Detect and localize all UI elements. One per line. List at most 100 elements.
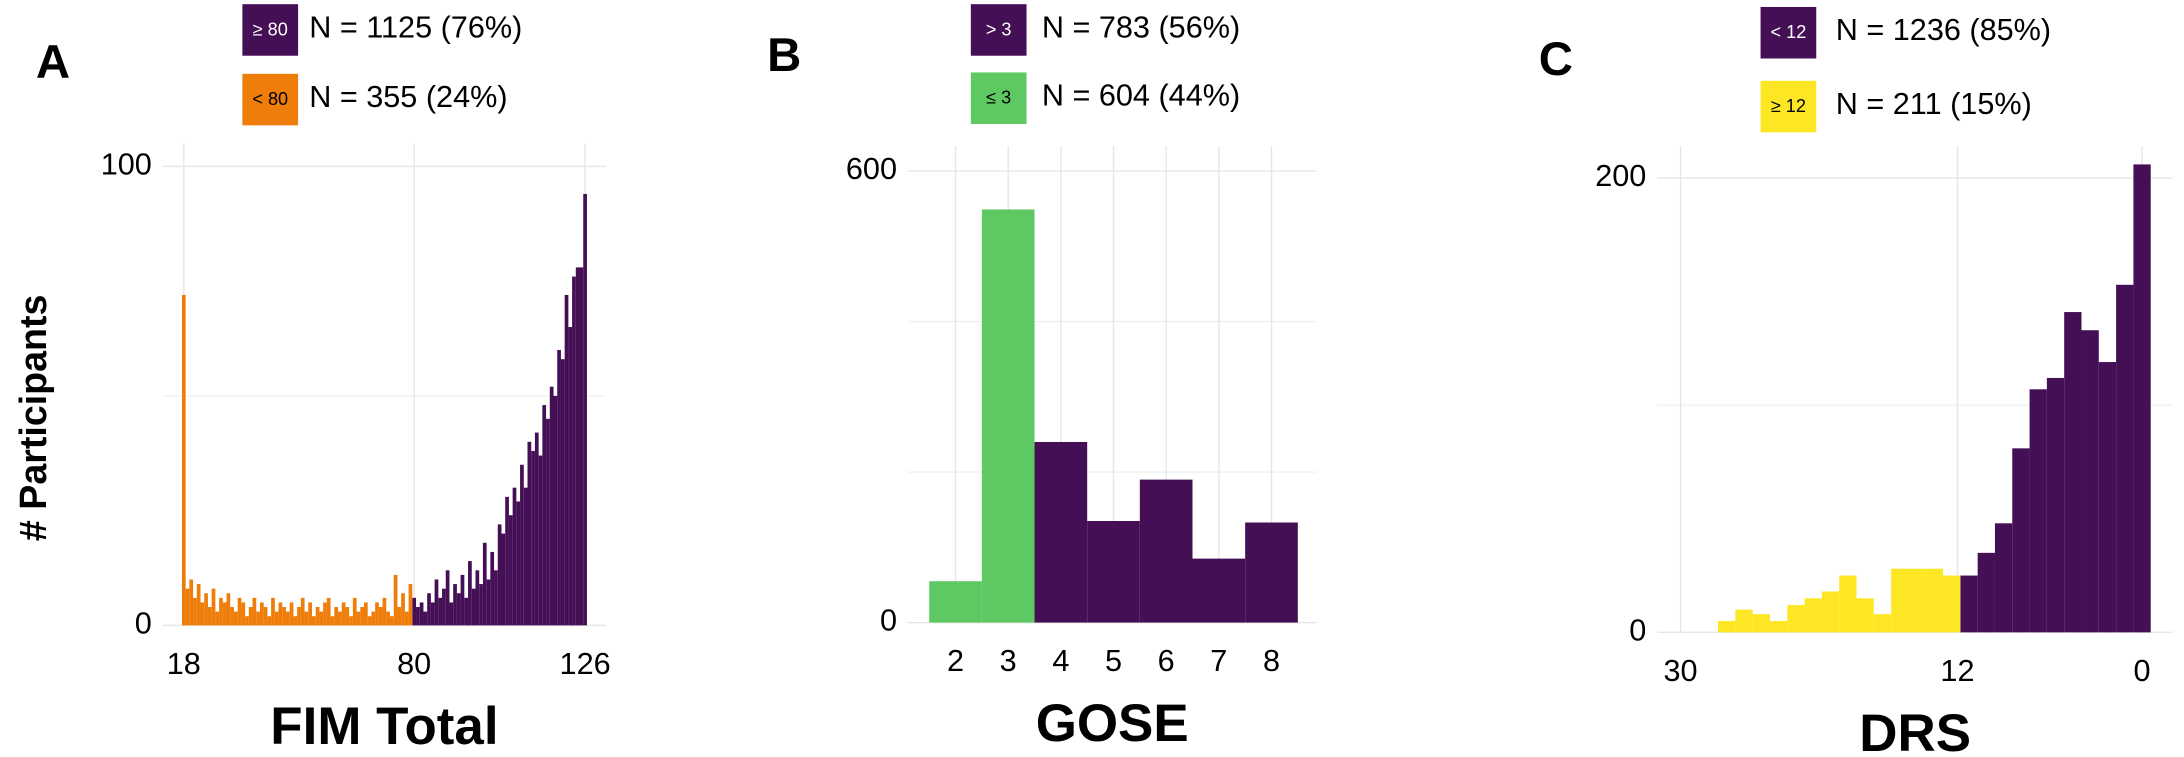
bar: [981, 209, 1035, 623]
bar: [2116, 284, 2134, 633]
bar: [516, 501, 521, 626]
bar: [1943, 575, 1961, 633]
bar: [337, 611, 342, 626]
bar: [311, 616, 316, 626]
bar: [512, 487, 517, 626]
x-tick-label: 126: [560, 647, 611, 681]
y-tick-label: 0: [135, 606, 152, 640]
x-tick-label: 2: [947, 644, 964, 678]
bar: [445, 570, 450, 626]
bar: [356, 611, 361, 626]
bar: [204, 593, 208, 626]
bar: [271, 597, 275, 626]
legend-label: N = 355 (24%): [309, 80, 507, 114]
bar: [546, 418, 550, 626]
bar: [196, 584, 201, 626]
bar: [929, 581, 982, 623]
bar: [230, 607, 234, 626]
bar: [297, 607, 301, 626]
x-tick-label: 18: [167, 647, 201, 681]
bar: [542, 405, 547, 626]
bar: [293, 616, 298, 626]
y-tick-label: 200: [1595, 159, 1646, 193]
bar: [226, 593, 231, 626]
legend-swatch: [970, 4, 1027, 56]
panel-letter: B: [767, 29, 801, 82]
bar: [490, 551, 495, 626]
bar: [557, 349, 561, 626]
legend-key: < 12: [1771, 22, 1807, 42]
bar: [2012, 448, 2030, 633]
bar: [315, 607, 320, 626]
y-tick-label: 0: [1629, 613, 1646, 647]
bar: [401, 593, 405, 626]
bar: [468, 561, 472, 626]
bar: [1087, 521, 1140, 623]
legend-label: N = 1236 (85%): [1836, 13, 2051, 47]
bar: [397, 607, 402, 626]
bar: [352, 597, 357, 626]
panel-letter: A: [36, 36, 70, 89]
x-axis-title: DRS: [1859, 704, 1971, 757]
bar: [419, 602, 424, 626]
bar: [1977, 552, 1995, 633]
bar: [1139, 479, 1193, 623]
bar: [375, 602, 379, 626]
bar: [2029, 389, 2047, 633]
bar: [185, 588, 190, 626]
bar: [482, 542, 487, 626]
x-tick-label: 12: [1940, 654, 1974, 688]
bar: [1192, 558, 1246, 623]
legend-key: ≤ 3: [986, 88, 1011, 108]
bar: [416, 607, 420, 626]
bar: [549, 386, 554, 626]
legend-swatch: [1760, 80, 1817, 133]
bar: [345, 607, 350, 626]
legend-key: ≥ 12: [1771, 96, 1806, 116]
bar: [508, 515, 513, 626]
bar: [267, 616, 272, 626]
bar: [438, 597, 443, 626]
bar: [575, 267, 580, 626]
bar: [237, 597, 242, 626]
bar: [1821, 591, 1840, 633]
bar: [189, 579, 194, 626]
bar: [1908, 568, 1926, 633]
bar: [367, 616, 372, 626]
bar: [1925, 568, 1944, 633]
bar: [323, 602, 327, 626]
y-tick-label: 0: [880, 604, 897, 638]
bar: [2046, 377, 2065, 633]
bar: [464, 597, 469, 626]
bar: [181, 294, 186, 626]
bar: [278, 602, 283, 626]
legend-key: > 3: [986, 19, 1012, 39]
bar: [553, 395, 558, 626]
legend-label: N = 783 (56%): [1042, 10, 1240, 44]
bar: [1718, 620, 1736, 633]
bar: [486, 579, 491, 626]
legend-label: N = 604 (44%): [1042, 79, 1240, 113]
bar: [404, 611, 409, 626]
bar: [2133, 164, 2151, 633]
bar: [304, 611, 309, 626]
bar: [579, 267, 584, 626]
legend-key: < 80: [252, 89, 288, 109]
bar: [1891, 568, 1909, 633]
bar: [527, 441, 532, 626]
bar: [308, 602, 312, 626]
bar: [393, 574, 398, 626]
bar: [442, 588, 446, 626]
bar: [1856, 598, 1874, 633]
bar: [256, 611, 260, 626]
bar: [534, 432, 539, 626]
bar: [274, 611, 279, 626]
bar: [341, 602, 346, 626]
bar: [434, 579, 439, 626]
bar: [471, 588, 476, 626]
y-tick-label: 100: [101, 148, 152, 182]
bar: [460, 574, 465, 626]
bar: [1873, 614, 1892, 633]
bar: [430, 602, 435, 626]
